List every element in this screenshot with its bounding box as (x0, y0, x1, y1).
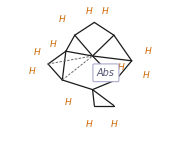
Text: H: H (59, 15, 66, 24)
Text: H: H (144, 47, 151, 56)
Text: H: H (64, 98, 71, 107)
Text: H: H (50, 40, 57, 49)
Text: H: H (34, 48, 41, 57)
Text: H: H (118, 63, 124, 72)
FancyBboxPatch shape (93, 64, 119, 82)
Text: H: H (102, 7, 108, 16)
Text: Abs: Abs (97, 68, 115, 78)
Text: H: H (143, 71, 149, 80)
Text: H: H (111, 120, 117, 129)
Text: H: H (86, 7, 92, 16)
Text: H: H (86, 120, 92, 129)
Text: H: H (29, 68, 35, 76)
